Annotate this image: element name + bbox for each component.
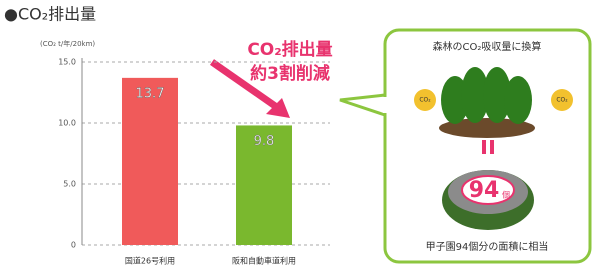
page: {"chart_data": {"type": "bar", "title": … [0, 0, 598, 268]
value-label: 13.7 [136, 86, 165, 101]
value-label: 9.8 [254, 134, 275, 149]
panel-caption: 甲子園94個分の面積に相当 [426, 240, 549, 253]
x-tick-label: 阪和自動車道利用 [232, 256, 296, 266]
y-tick-label: 5.0 [63, 180, 76, 189]
x-tick-label: 国道26号利用 [125, 256, 175, 266]
badge-text: CO₂ [556, 97, 568, 104]
chart-title: ●CO₂排出量 [4, 5, 96, 24]
y-tick-label: 0 [71, 241, 76, 250]
panel-unit: 個 [502, 190, 510, 200]
panel-joint [383, 97, 388, 113]
y-tick-label: 10.0 [58, 119, 76, 128]
annotation: CO₂排出量 [247, 39, 332, 60]
chart: ●CO₂排出量 (CO₂ t/年/20km) CO₂排出量 約3割削減 森林のC… [0, 0, 598, 268]
panel-number: 94 [469, 178, 500, 203]
panel-pointer [340, 95, 385, 115]
y-tick-label: 15.0 [58, 58, 76, 67]
bar [122, 78, 178, 245]
unit-label: (CO₂ t/年/20km) [40, 39, 95, 48]
equals [490, 140, 494, 154]
equals [482, 140, 486, 154]
annotation: 約3割削減 [250, 63, 330, 84]
panel-title: 森林のCO₂吸収量に換算 [433, 40, 542, 53]
badge-text: CO₂ [419, 97, 431, 104]
